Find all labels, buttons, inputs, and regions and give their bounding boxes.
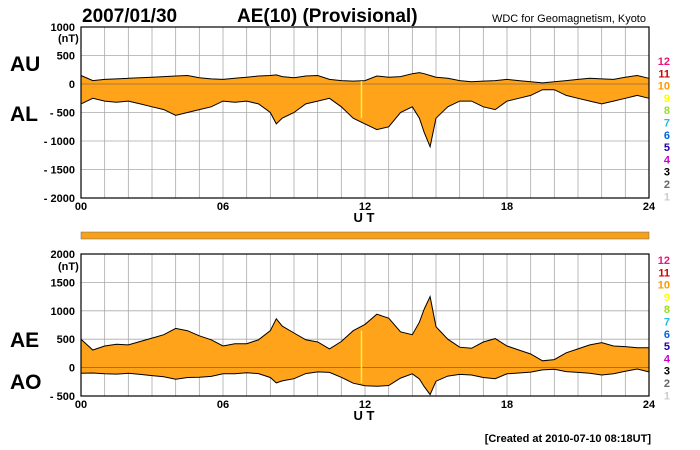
top-frame (80, 26, 650, 199)
bottom-station-label: 10 (658, 280, 670, 292)
top-xtick-label: 12 (359, 201, 371, 213)
top-station-label: 7 (664, 118, 670, 130)
top-station-label: 4 (664, 154, 671, 166)
bottom-station-label: 9 (664, 292, 670, 304)
unit-label-top: (nT) (58, 33, 79, 45)
bottom-xtick-label: 12 (359, 399, 371, 411)
top-ytick-label: 1000 (51, 22, 75, 34)
bottom-fill-area (81, 296, 649, 395)
top-xtick-label: 24 (643, 201, 656, 213)
top-upper-line (80, 72, 650, 84)
top-ytick-label: - 2000 (44, 193, 75, 205)
top-xtick-label: 18 (501, 201, 513, 213)
bottom-ytick-label: 1000 (51, 306, 75, 318)
top-station-label: 2 (664, 179, 670, 191)
al-label: AL (10, 103, 38, 126)
bottom-xtick-label: 00 (75, 399, 87, 411)
bottom-xtick-label: 06 (217, 399, 229, 411)
bottom-station-label: 3 (664, 366, 670, 378)
top-station-label: 6 (664, 130, 670, 142)
top-ytick-label: 500 (57, 51, 75, 63)
bottom-upper-line (80, 295, 649, 362)
top-station-label: 12 (658, 56, 670, 68)
top-station-label: 9 (664, 93, 670, 105)
bottom-ytick-label: 500 (57, 334, 75, 346)
top-fill-area (81, 72, 649, 147)
top-ytick-label: - 1000 (44, 136, 75, 148)
bottom-lower-line (80, 368, 650, 396)
ao-label: AO (10, 371, 42, 394)
ae-label: AE (10, 329, 39, 352)
chart-title: AE(10) (Provisional) (237, 6, 418, 27)
au-label: AU (10, 53, 40, 76)
bottom-ytick-label: 1500 (51, 277, 75, 289)
top-station-label: 11 (658, 68, 670, 80)
bottom-station-label: 8 (664, 304, 670, 316)
date-title: 2007/01/30 (82, 6, 177, 27)
bottom-frame (80, 253, 650, 397)
top-xtick-label: 00 (75, 201, 87, 213)
bottom-ytick-label: 2000 (51, 249, 75, 261)
top-lower-line (80, 89, 650, 149)
top-ytick-label: - 500 (50, 108, 75, 120)
top-station-label: 3 (664, 167, 670, 179)
bottom-xtick-label: 18 (501, 399, 513, 411)
bottom-station-label: 4 (664, 353, 671, 365)
top-station-label: 10 (658, 81, 670, 93)
top-ytick-label: 0 (69, 79, 75, 91)
source-label: WDC for Geomagnetism, Kyoto (492, 13, 646, 25)
bottom-station-label: 11 (658, 267, 670, 279)
bottom-station-label: 7 (664, 317, 670, 329)
bottom-xtick-label: 24 (643, 399, 656, 411)
bottom-station-label: 6 (664, 329, 670, 341)
x-axis-title-bottom: U T (354, 408, 375, 423)
bottom-station-label: 2 (664, 378, 670, 390)
top-xtick-label: 06 (217, 201, 229, 213)
bottom-station-label: 5 (664, 341, 670, 353)
bottom-ytick-label: 0 (69, 363, 75, 375)
bottom-station-label: 12 (658, 255, 670, 267)
top-station-label: 8 (664, 105, 670, 117)
created-timestamp: [Created at 2010-07-10 08:18UT] (485, 433, 652, 445)
top-station-label: 5 (664, 142, 670, 154)
top-ytick-label: - 1500 (44, 165, 75, 177)
bottom-ytick-label: - 500 (50, 391, 75, 403)
unit-label-bottom: (nT) (58, 261, 79, 273)
bottom-station-label: 1 (664, 390, 670, 402)
x-axis-title-top: U T (354, 210, 375, 225)
top-station-label: 1 (664, 191, 670, 203)
data-availability-bar (80, 231, 650, 240)
